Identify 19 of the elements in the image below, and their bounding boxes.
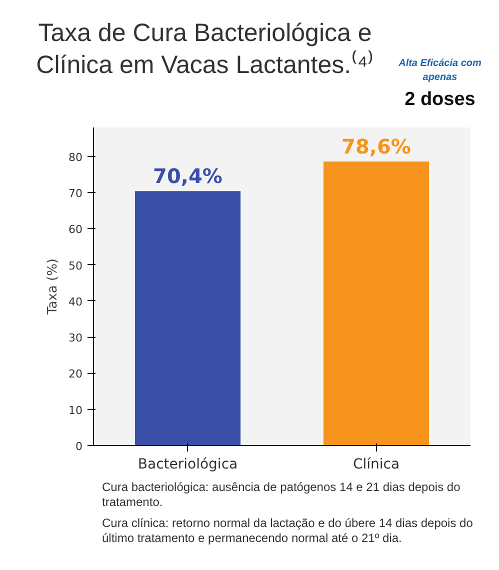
y-tick-label: 20 (68, 368, 83, 381)
text: Cura clínica: retorno normal da lactação e do úbere 14 dias depois do último tratamento e permanecendo normal até o 21º dia. (102, 516, 474, 546)
text: 2 doses (404, 88, 476, 112)
y-tick-label: 10 (68, 404, 83, 417)
y-tick-label: 30 (68, 332, 83, 345)
y-tick-label: 40 (68, 295, 83, 308)
text: Alta Eficácia com apenas (398, 57, 482, 86)
data-label: 70,4% (153, 164, 222, 188)
data-label: 78,6% (342, 134, 411, 158)
text: Cura bacteriológica: ausência de patógenos 14 e 21 dias depois do tratamento. (102, 480, 462, 510)
y-tick-label: 0 (76, 440, 82, 453)
y-tick-label: 50 (68, 259, 83, 272)
y-axis-title: Taxa (%) (46, 258, 61, 316)
x-tick-label: Clínica (352, 456, 400, 472)
chart-title: Taxa de Cura Bacteriológica e Clínica em Vacas Lactantes.⁽⁴⁾ (36, 18, 374, 81)
y-tick-label: 80 (68, 150, 83, 164)
x-tick-label: Bacteriológica (138, 456, 238, 472)
y-tick-label: 70 (68, 187, 83, 200)
y-tick-label: 60 (68, 223, 83, 236)
